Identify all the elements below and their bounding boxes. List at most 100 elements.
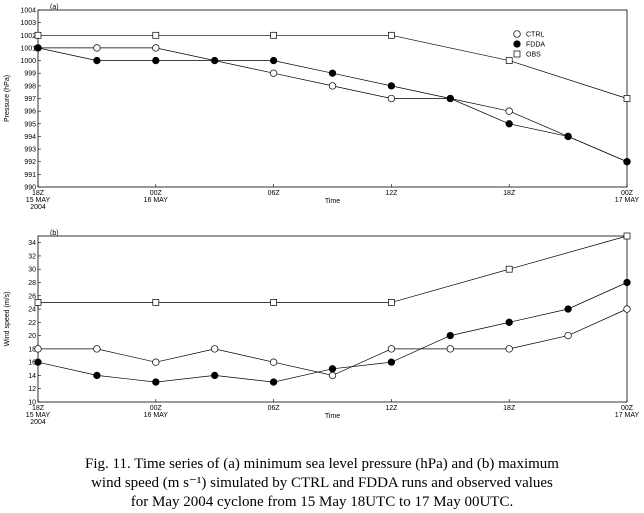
caption-line: Fig. 11. Time series of (a) minimum sea …: [85, 456, 559, 472]
data-point-ctrl: [93, 345, 101, 353]
data-point-ctrl: [387, 345, 396, 353]
x-tick-label: 00Z: [150, 405, 163, 412]
data-point-ctrl: [328, 82, 337, 90]
data-point-fdda: [328, 365, 337, 373]
y-tick-label: 16: [28, 360, 36, 367]
data-point-fdda: [446, 331, 454, 340]
data-point-fdda: [387, 82, 396, 90]
x-tick-label: 2004: [30, 419, 46, 426]
data-point-ctrl: [505, 345, 513, 353]
data-point-ctrl: [387, 94, 396, 103]
data-point-fdda: [269, 378, 278, 386]
data-point-fdda: [93, 371, 101, 380]
y-tick-label: 1003: [20, 20, 36, 27]
y-axis-label: Pressure (hPa): [4, 75, 11, 122]
data-point-ctrl: [152, 44, 160, 52]
data-point-fdda: [623, 278, 631, 287]
data-point-obs: [505, 265, 513, 273]
legend-label-obs: OBS: [526, 52, 541, 59]
y-tick-label: 30: [28, 267, 36, 274]
legend-marker-ctrl: [513, 30, 521, 38]
data-point-fdda: [34, 358, 42, 366]
y-tick-label: 22: [28, 320, 36, 327]
figure-caption: Fig. 11. Time series of (a) minimum sea …: [0, 455, 644, 512]
y-axis-label: Wind speed (m/s): [4, 292, 11, 347]
y-tick-label: 32: [28, 253, 36, 260]
panel-label: (a): [50, 4, 59, 11]
data-point-fdda: [152, 378, 160, 386]
x-axis-label: Time: [325, 198, 340, 205]
y-tick-label: 18: [28, 346, 36, 353]
plot-frame: [37, 235, 628, 403]
data-point-fdda: [446, 94, 454, 103]
data-point-obs: [34, 31, 42, 39]
y-tick-label: 26: [28, 293, 36, 300]
data-point-obs: [34, 299, 42, 306]
x-tick-label: 06Z: [268, 190, 281, 197]
data-point-fdda: [269, 56, 278, 65]
x-tick-label: 18Z: [32, 190, 45, 197]
data-point-ctrl: [505, 107, 513, 115]
y-tick-label: 34: [28, 240, 36, 247]
data-point-ctrl: [269, 358, 278, 366]
y-tick-label: 20: [28, 333, 36, 340]
x-tick-label: 00Z: [621, 405, 634, 412]
data-point-ctrl: [34, 345, 42, 353]
data-point-fdda: [505, 120, 513, 128]
x-tick-label: 12Z: [385, 190, 398, 197]
y-tick-label: 997: [24, 96, 36, 103]
y-tick-label: 1004: [20, 8, 36, 15]
series-line-obs: [38, 235, 628, 303]
legend-marker-fdda: [513, 40, 521, 48]
x-tick-label: 16 MAY: [144, 197, 169, 204]
y-tick-label: 1001: [20, 45, 36, 52]
x-tick-label: 15 MAY: [26, 412, 51, 419]
y-tick-label: 24: [28, 307, 36, 314]
y-tick-label: 991: [24, 172, 36, 179]
data-point-fdda: [93, 56, 101, 65]
data-point-obs: [623, 95, 631, 102]
panel-label: (b): [50, 230, 59, 237]
legend-label-ctrl: CTRL: [526, 32, 544, 39]
caption-line: for May 2004 cyclone from 15 May 18UTC t…: [130, 494, 514, 510]
legend-label-fdda: FDDA: [526, 42, 545, 49]
data-point-ctrl: [446, 345, 454, 353]
figure: (a)9909919929939949959969979989991000100…: [4, 4, 640, 426]
y-tick-label: 998: [24, 83, 36, 90]
y-tick-label: 28: [28, 280, 36, 287]
x-tick-label: 17 MAY: [615, 412, 640, 419]
data-point-ctrl: [269, 69, 278, 77]
data-point-obs: [623, 232, 631, 240]
y-tick-label: 999: [24, 71, 36, 78]
data-point-fdda: [211, 371, 219, 380]
x-tick-label: 18Z: [32, 405, 45, 412]
data-point-fdda: [211, 56, 219, 65]
x-tick-label: 12Z: [385, 405, 398, 412]
data-point-obs: [388, 31, 395, 39]
data-point-obs: [505, 57, 513, 64]
y-tick-label: 990: [24, 185, 36, 192]
y-tick-label: 993: [24, 147, 36, 154]
y-tick-label: 996: [24, 109, 36, 116]
x-tick-label: 18Z: [503, 190, 516, 197]
caption-line: wind speed (m s⁻¹) simulated by CTRL and…: [91, 475, 553, 491]
x-tick-label: 06Z: [268, 405, 281, 412]
y-tick-label: 992: [24, 159, 36, 166]
data-point-ctrl: [564, 331, 572, 340]
data-point-obs: [152, 31, 160, 39]
data-point-fdda: [564, 132, 572, 141]
series-line-fdda: [37, 47, 628, 163]
legend-marker-obs: [513, 50, 521, 58]
data-point-obs: [270, 299, 277, 306]
x-tick-label: 15 MAY: [26, 197, 51, 204]
series-line-obs: [38, 34, 628, 99]
x-tick-label: 2004: [30, 204, 46, 211]
data-point-ctrl: [211, 345, 219, 353]
data-point-obs: [388, 299, 395, 306]
x-tick-label: 00Z: [150, 190, 163, 197]
data-point-fdda: [623, 158, 631, 166]
data-point-ctrl: [328, 371, 337, 380]
data-point-fdda: [564, 305, 572, 313]
data-point-fdda: [505, 318, 513, 326]
x-tick-label: 18Z: [503, 405, 516, 412]
